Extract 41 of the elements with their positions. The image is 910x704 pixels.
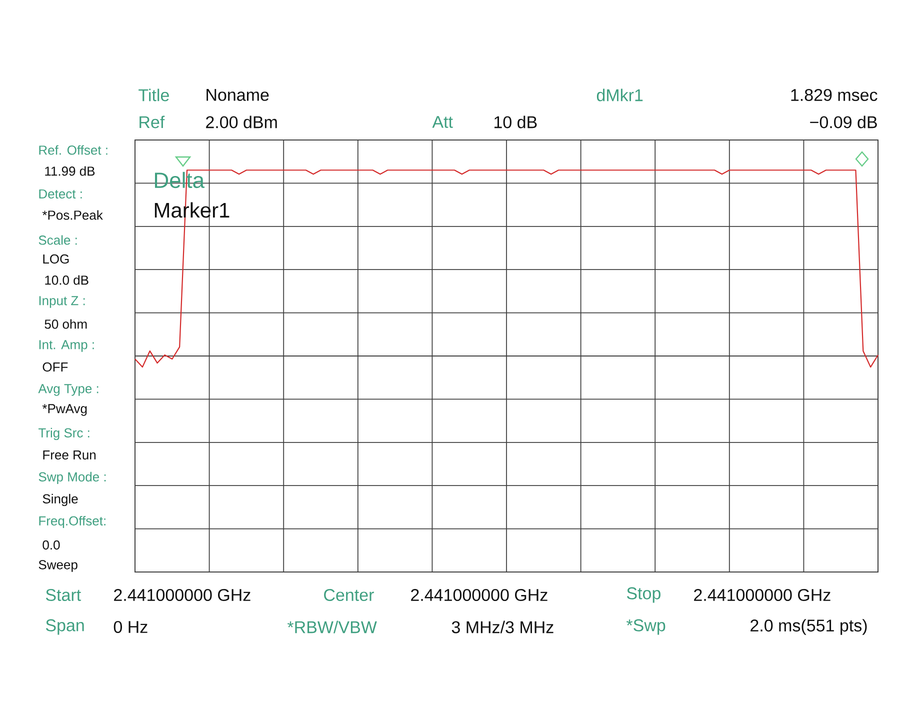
text: Trig Src : bbox=[38, 428, 90, 440]
text: Center bbox=[324, 588, 374, 602]
text: 10 dB bbox=[494, 116, 537, 128]
text: *PwAvg bbox=[42, 404, 87, 416]
text: Freq.Offset: bbox=[39, 516, 106, 528]
text: Single bbox=[42, 494, 78, 506]
text: Ref bbox=[140, 116, 165, 128]
text: Span bbox=[46, 619, 84, 635]
text: 2.441000000 GHz bbox=[114, 588, 250, 602]
text: Int. Amp : bbox=[39, 340, 94, 352]
text: LOG bbox=[43, 254, 69, 264]
text: 50 ohm bbox=[44, 319, 87, 329]
text: 2.00 dBm bbox=[206, 116, 277, 128]
text: OFF bbox=[42, 362, 68, 372]
text: dMkr1 bbox=[596, 88, 643, 102]
text: 0.0 bbox=[42, 540, 60, 550]
text: Stop bbox=[626, 587, 660, 603]
text: Start bbox=[46, 588, 81, 602]
text: 3 MHz/3 MHz bbox=[452, 620, 554, 634]
text: 2.0 ms(551 pts) bbox=[750, 619, 867, 635]
text: 11.99 dB bbox=[45, 166, 95, 176]
text: *Swp bbox=[626, 619, 666, 635]
text: *RBW/VBW bbox=[287, 620, 377, 634]
text: *Pos.Peak bbox=[42, 210, 103, 220]
text: Swp Mode : bbox=[38, 472, 106, 484]
text: Free Run bbox=[43, 450, 96, 460]
text: 0 Hz bbox=[114, 620, 148, 634]
text: Sweep bbox=[38, 560, 78, 572]
text: −0.09 dB bbox=[810, 116, 877, 128]
text: Title bbox=[138, 88, 169, 102]
text: Ref. Offset : bbox=[39, 145, 108, 155]
text: Att bbox=[432, 116, 453, 128]
text: Avg Type : bbox=[38, 384, 98, 396]
text: 2.441000000 GHz bbox=[694, 588, 830, 602]
text: Scale : bbox=[38, 235, 77, 245]
text: Noname bbox=[206, 89, 269, 101]
text: 1.829 msec bbox=[791, 88, 878, 102]
text: Detect : bbox=[39, 189, 82, 199]
text: Input Z : bbox=[39, 296, 85, 308]
text: 2.441000000 GHz bbox=[411, 588, 548, 602]
text: 10.0 dB bbox=[45, 275, 88, 285]
